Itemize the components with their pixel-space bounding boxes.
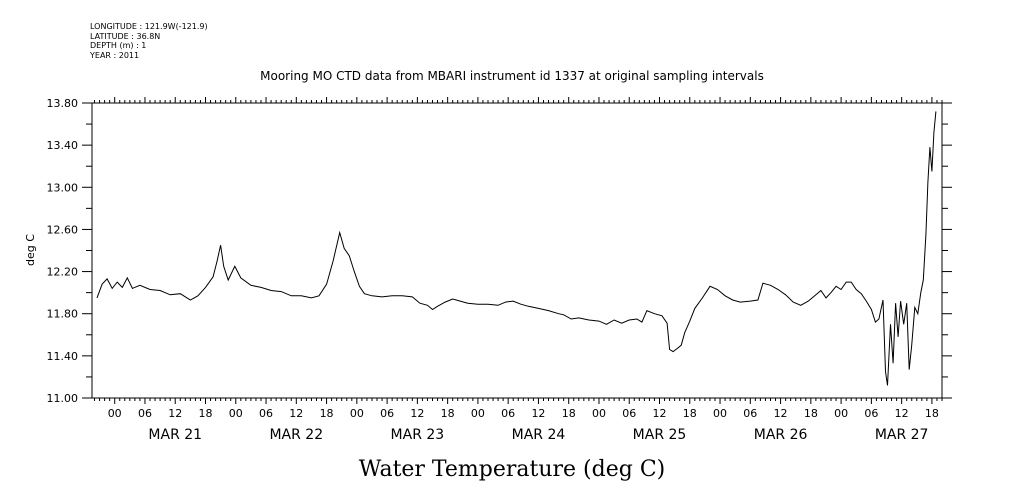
x-day-label: MAR 22	[269, 427, 323, 443]
x-hour-label: 12	[774, 407, 788, 420]
y-axis-title: deg C	[24, 234, 37, 266]
y-tick-label: 13.40	[47, 139, 79, 152]
depth-label: DEPTH (m) : 1	[90, 41, 147, 50]
x-hour-label: 00	[229, 407, 243, 420]
x-hour-label: 12	[531, 407, 545, 420]
x-hour-label: 12	[410, 407, 424, 420]
y-tick-label: 13.00	[47, 181, 79, 194]
x-axis-labels: 00 06 12 18 00 06 12 18 00 06 12 18 00 06 12 18 00 06 12 18…	[108, 407, 939, 443]
x-hour-label: 00	[350, 407, 364, 420]
x-hour-label: 06	[622, 407, 636, 420]
y-tick-label: 13.80	[47, 97, 79, 110]
y-tick-label: 11.40	[47, 350, 79, 363]
y-tick-label: 12.20	[47, 266, 79, 279]
x-day-label: MAR 24	[512, 427, 566, 443]
x-hour-label: 18	[441, 407, 455, 420]
y-tick-label: 12.60	[47, 223, 79, 236]
year-label: YEAR : 2011	[90, 50, 140, 60]
x-hour-label: 06	[380, 407, 394, 420]
x-day-label: MAR 23	[391, 427, 445, 443]
x-hour-label: 00	[713, 407, 727, 420]
x-hour-label: 12	[895, 407, 909, 420]
x-hour-label: 18	[804, 407, 818, 420]
x-hour-label: 06	[864, 407, 878, 420]
x-hour-label: 18	[199, 407, 213, 420]
x-day-label: MAR 26	[754, 427, 808, 443]
x-hour-label: 12	[168, 407, 182, 420]
longitude-label: LONGITUDE : 121.9W(-121.9)	[90, 22, 208, 31]
x-hour-label: 06	[501, 407, 515, 420]
x-hour-label: 06	[743, 407, 757, 420]
x-hour-label: 18	[683, 407, 697, 420]
y-tick-label: 11.00	[47, 392, 79, 405]
x-day-label: MAR 21	[148, 427, 202, 443]
x-hour-label: 18	[320, 407, 334, 420]
x-hour-label: 18	[925, 407, 939, 420]
x-hour-label: 00	[108, 407, 122, 420]
x-axis-title: Water Temperature (deg C)	[359, 457, 666, 482]
x-hour-label: 00	[592, 407, 606, 420]
x-hour-label: 06	[138, 407, 152, 420]
x-day-label: MAR 25	[633, 427, 687, 443]
axis-ticks	[82, 97, 952, 404]
x-hour-label: 12	[653, 407, 667, 420]
x-hour-label: 00	[834, 407, 848, 420]
latitude-label: LATITUDE : 36.8N	[90, 31, 161, 41]
x-day-label: MAR 27	[875, 427, 929, 443]
y-axis-labels: 11.00 11.40 11.80 12.20 12.60 13.00 13.40 13.80	[47, 97, 79, 405]
x-hour-label: 00	[471, 407, 485, 420]
series-line	[96, 111, 937, 386]
y-tick-label: 11.80	[47, 308, 79, 321]
chart-title: Mooring MO CTD data from MBARI instrumen…	[260, 69, 764, 83]
x-hour-label: 12	[289, 407, 303, 420]
metadata-block: LONGITUDE : 121.9W(-121.9) LATITUDE : 36…	[90, 22, 208, 60]
x-hour-label: 06	[259, 407, 273, 420]
x-hour-label: 18	[562, 407, 576, 420]
